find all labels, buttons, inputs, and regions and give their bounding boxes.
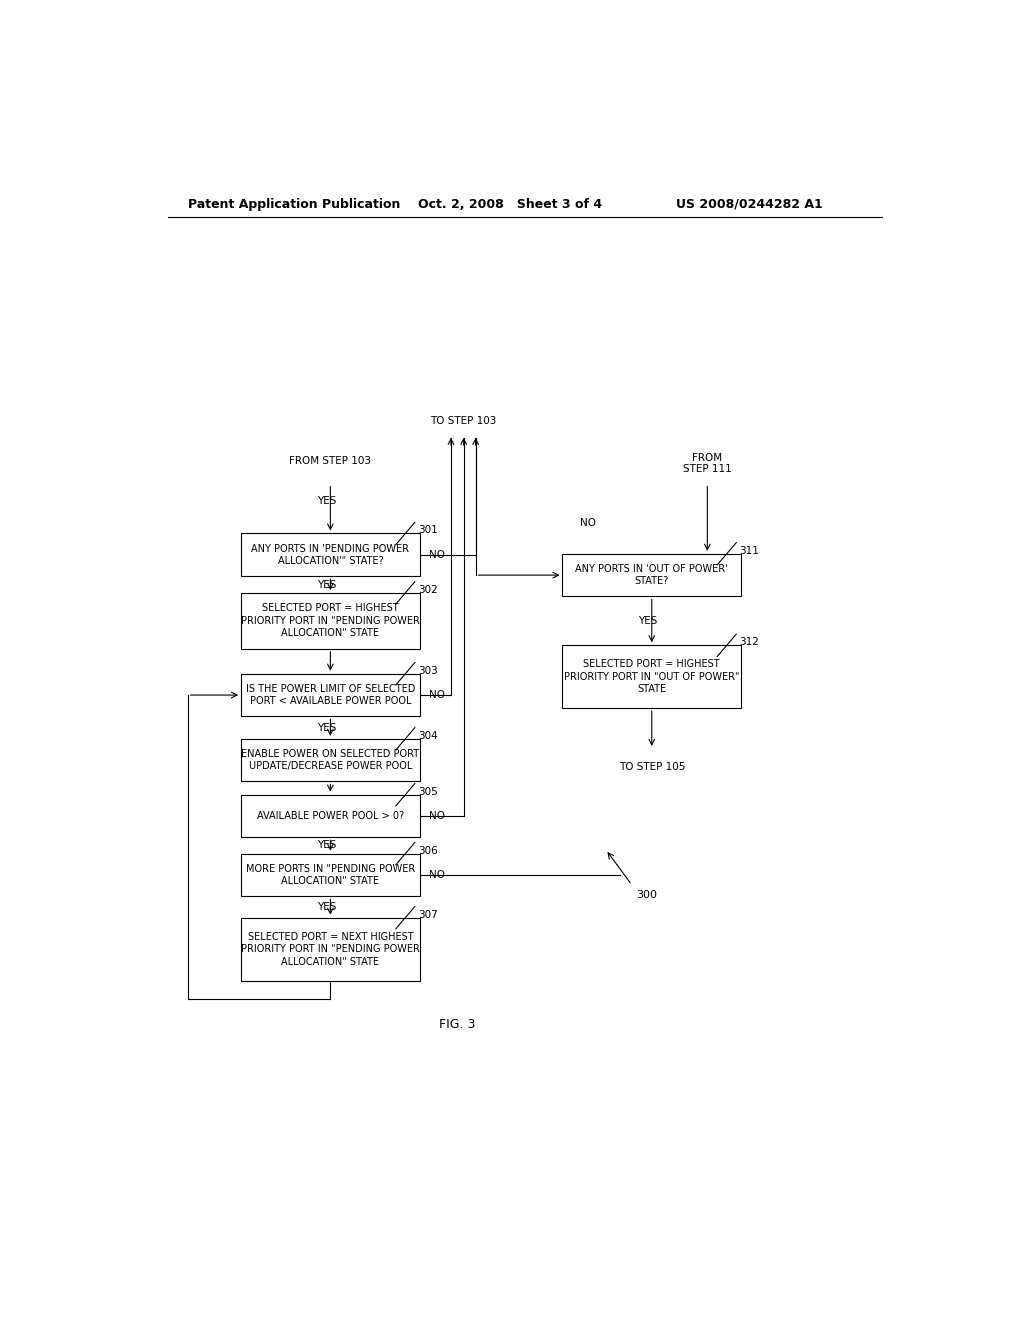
Text: US 2008/0244282 A1: US 2008/0244282 A1 bbox=[676, 198, 822, 211]
Text: IS THE POWER LIMIT OF SELECTED
PORT < AVAILABLE POWER POOL: IS THE POWER LIMIT OF SELECTED PORT < AV… bbox=[246, 684, 415, 706]
Text: SELECTED PORT = HIGHEST
PRIORITY PORT IN "PENDING POWER
ALLOCATION" STATE: SELECTED PORT = HIGHEST PRIORITY PORT IN… bbox=[241, 603, 420, 639]
Text: 306: 306 bbox=[418, 846, 438, 855]
Text: YES: YES bbox=[316, 496, 336, 506]
Text: Patent Application Publication: Patent Application Publication bbox=[187, 198, 400, 211]
Text: YES: YES bbox=[316, 902, 336, 912]
Text: FIG. 3: FIG. 3 bbox=[439, 1018, 475, 1031]
Text: 301: 301 bbox=[418, 525, 438, 536]
Text: FROM
STEP 111: FROM STEP 111 bbox=[683, 453, 732, 474]
Text: SELECTED PORT = HIGHEST
PRIORITY PORT IN "OUT OF POWER"
STATE: SELECTED PORT = HIGHEST PRIORITY PORT IN… bbox=[564, 660, 739, 694]
Text: NO: NO bbox=[429, 550, 445, 560]
Text: 311: 311 bbox=[739, 545, 760, 556]
Text: ANY PORTS IN 'OUT OF POWER'
STATE?: ANY PORTS IN 'OUT OF POWER' STATE? bbox=[575, 564, 728, 586]
Text: FROM STEP 103: FROM STEP 103 bbox=[290, 457, 372, 466]
Text: YES: YES bbox=[316, 579, 336, 590]
Text: AVAILABLE POWER POOL > 0?: AVAILABLE POWER POOL > 0? bbox=[257, 810, 403, 821]
Text: NO: NO bbox=[429, 810, 445, 821]
Text: NO: NO bbox=[429, 690, 445, 700]
Text: 307: 307 bbox=[418, 909, 438, 920]
Text: YES: YES bbox=[316, 841, 336, 850]
Text: YES: YES bbox=[316, 722, 336, 733]
FancyBboxPatch shape bbox=[562, 554, 741, 597]
FancyBboxPatch shape bbox=[241, 795, 420, 837]
FancyBboxPatch shape bbox=[241, 917, 420, 981]
Text: NO: NO bbox=[581, 519, 596, 528]
FancyBboxPatch shape bbox=[241, 673, 420, 717]
Text: YES: YES bbox=[638, 616, 657, 626]
FancyBboxPatch shape bbox=[241, 593, 420, 649]
FancyBboxPatch shape bbox=[241, 739, 420, 781]
FancyBboxPatch shape bbox=[241, 854, 420, 896]
Text: NO: NO bbox=[429, 870, 445, 880]
FancyBboxPatch shape bbox=[241, 533, 420, 576]
Text: SELECTED PORT = NEXT HIGHEST
PRIORITY PORT IN "PENDING POWER
ALLOCATION" STATE: SELECTED PORT = NEXT HIGHEST PRIORITY PO… bbox=[241, 932, 420, 966]
Text: ENABLE POWER ON SELECTED PORT
UPDATE/DECREASE POWER POOL: ENABLE POWER ON SELECTED PORT UPDATE/DEC… bbox=[242, 748, 420, 771]
Text: TO STEP 103: TO STEP 103 bbox=[430, 416, 497, 425]
Text: 304: 304 bbox=[418, 731, 438, 741]
Text: 302: 302 bbox=[418, 585, 438, 595]
Text: 312: 312 bbox=[739, 638, 760, 647]
Text: 300: 300 bbox=[636, 890, 657, 900]
FancyBboxPatch shape bbox=[562, 645, 741, 709]
Text: MORE PORTS IN "PENDING POWER
ALLOCATION" STATE: MORE PORTS IN "PENDING POWER ALLOCATION"… bbox=[246, 863, 415, 886]
Text: 303: 303 bbox=[418, 665, 438, 676]
Text: TO STEP 105: TO STEP 105 bbox=[618, 762, 685, 772]
Text: Oct. 2, 2008   Sheet 3 of 4: Oct. 2, 2008 Sheet 3 of 4 bbox=[418, 198, 602, 211]
Text: 305: 305 bbox=[418, 787, 438, 796]
Text: ANY PORTS IN 'PENDING POWER
ALLOCATION'" STATE?: ANY PORTS IN 'PENDING POWER ALLOCATION'"… bbox=[251, 544, 410, 566]
